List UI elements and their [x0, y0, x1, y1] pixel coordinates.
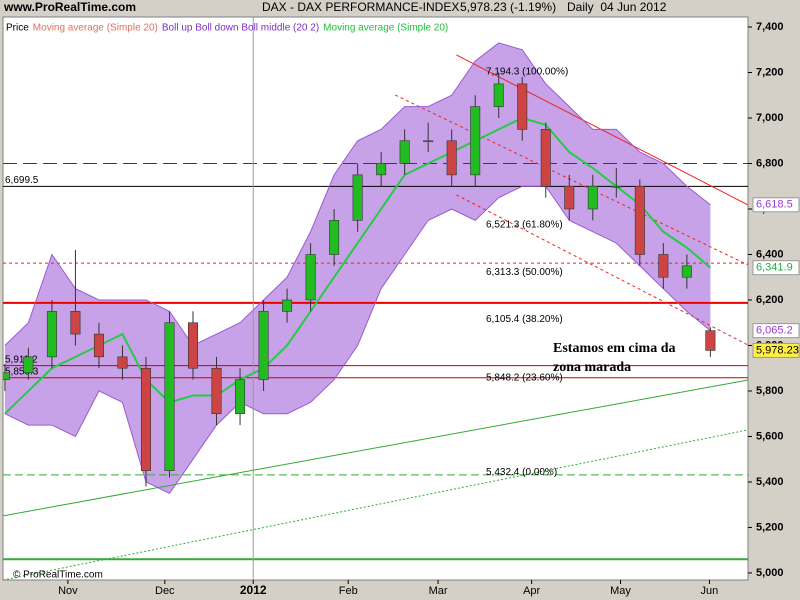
bollinger-line	[4, 42, 711, 347]
candle-body	[329, 220, 340, 255]
candle-body	[470, 106, 481, 176]
candle-body	[446, 140, 457, 176]
fib-label: 7,194.3 (100.00%)	[486, 66, 568, 77]
price-tag-label: 6,618.5	[756, 199, 793, 211]
level-label: 5,858.3	[5, 366, 39, 377]
x-tick-label: 2012	[240, 583, 267, 597]
moving-average	[4, 116, 712, 415]
level-label: 5,911.2	[5, 354, 38, 365]
legend-item: Boll up Boll down Boll middle (20 2)	[162, 23, 319, 34]
candle-body	[376, 163, 387, 176]
x-tick-label: Feb	[339, 585, 358, 597]
candle-body	[117, 356, 128, 369]
price-tag-label: 6,065.2	[756, 325, 793, 337]
y-tick-label: 7,000	[756, 112, 784, 124]
y-tick-label: 6,800	[756, 157, 784, 169]
x-tick-label: Jun	[701, 585, 719, 597]
candle-body	[658, 254, 669, 278]
x-tick-label: Dec	[155, 585, 175, 597]
candle-body	[540, 129, 551, 187]
fib-label: 6,521.3 (61.80%)	[486, 220, 563, 231]
site: www.ProRealTime.com	[3, 0, 136, 14]
candle-body	[70, 311, 81, 335]
candle-body	[611, 185, 622, 188]
price-tag-label: 5,978.23	[756, 344, 799, 356]
candle-body	[399, 140, 410, 164]
annotation: zona marada	[553, 360, 631, 375]
trend-line	[3, 379, 748, 517]
fib-label: 6,105.4 (38.20%)	[486, 314, 563, 325]
candle-body	[140, 367, 151, 471]
bollinger-line	[4, 185, 711, 494]
x-tick-label: Apr	[523, 585, 540, 597]
candle-body	[164, 322, 175, 471]
footer: © ProRealTime.com	[13, 570, 103, 581]
fib-label: 6,313.3 (50.00%)	[486, 267, 563, 278]
y-tick-label: 5,600	[756, 430, 784, 442]
trend-line	[456, 54, 748, 206]
y-tick-label: 5,800	[756, 385, 784, 397]
x-tick-label: May	[610, 585, 631, 597]
chart-title: DAX - DAX PERFORMANCE-INDEX	[262, 0, 459, 14]
level-label: 6,699.5	[5, 175, 39, 186]
trend-line	[456, 194, 748, 346]
bollinger-band	[4, 42, 711, 494]
last-price: 5,978.23 (-1.19%)	[460, 0, 556, 14]
candle-body	[93, 333, 104, 358]
y-tick-label: 5,200	[756, 521, 784, 533]
y-tick-label: 6,400	[756, 248, 784, 260]
fib-label: 5,848.2 (23.60%)	[486, 373, 563, 384]
period: Daily 04 Jun 2012	[567, 0, 667, 14]
candle-body	[258, 311, 269, 380]
candle-body	[634, 185, 645, 255]
x-tick-label: Nov	[58, 585, 78, 597]
candle-body	[352, 174, 363, 221]
candle-body	[46, 311, 57, 358]
candle-body	[23, 356, 34, 374]
legend-item: Price	[6, 23, 29, 34]
y-tick-label: 5,400	[756, 476, 784, 488]
candle-body	[517, 83, 528, 130]
candle-body	[188, 322, 199, 369]
price-tag	[752, 260, 800, 276]
price-tag-label: 6,341.9	[756, 262, 793, 274]
x-tick-label: Mar	[429, 585, 448, 597]
legend-item: Moving average (Simple 20)	[323, 23, 448, 34]
candle-body	[305, 254, 316, 301]
price-tag	[752, 197, 800, 213]
candle-body	[423, 140, 434, 143]
y-tick-label: 7,200	[756, 66, 784, 78]
trend-line	[3, 429, 748, 580]
fib-label: 5,432.4 (0.00%)	[486, 467, 557, 478]
y-tick-label: 7,400	[756, 21, 784, 33]
candle-body	[211, 367, 222, 415]
annotation: Estamos em cima da	[553, 341, 676, 356]
candle-body	[681, 265, 692, 278]
candle-body	[705, 330, 716, 351]
candle-body	[587, 185, 598, 210]
y-tick-label: 5,000	[756, 567, 784, 579]
candle-body	[235, 379, 246, 415]
candle-body	[493, 83, 504, 107]
candle-body	[3, 372, 10, 380]
trend-line	[395, 94, 748, 266]
y-tick-label: 6,200	[756, 294, 784, 306]
legend-item: Moving average (Simple 20)	[33, 23, 158, 34]
price-tag	[752, 323, 800, 339]
candle-body	[564, 185, 575, 210]
candle-body	[282, 299, 293, 312]
price-tag	[752, 342, 800, 358]
